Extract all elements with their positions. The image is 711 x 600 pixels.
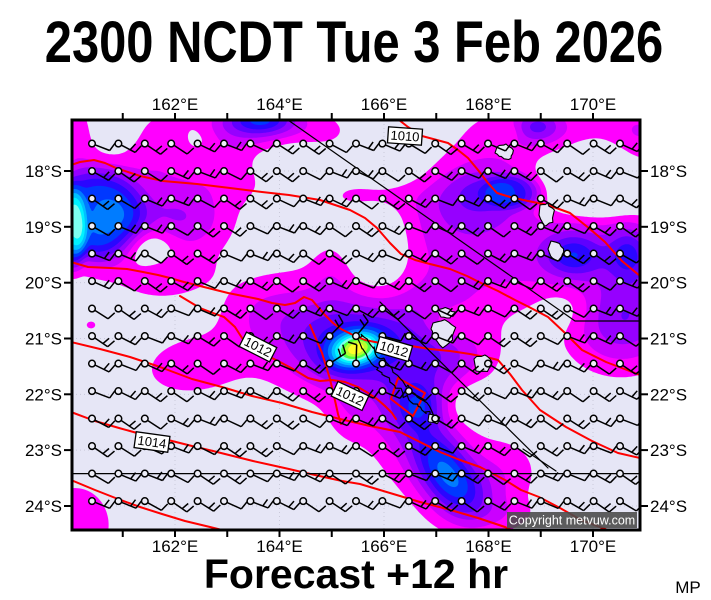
svg-text:18°S: 18°S	[650, 162, 687, 181]
svg-text:1010: 1010	[390, 128, 420, 145]
svg-text:23°S: 23°S	[25, 441, 62, 460]
svg-text:166°E: 166°E	[361, 95, 408, 114]
svg-text:164°E: 164°E	[256, 95, 303, 114]
svg-text:22°S: 22°S	[650, 385, 687, 404]
svg-text:170°E: 170°E	[570, 95, 617, 114]
svg-text:162°E: 162°E	[152, 95, 199, 114]
svg-text:18°S: 18°S	[25, 162, 62, 181]
svg-text:162°E: 162°E	[152, 537, 199, 556]
svg-text:19°S: 19°S	[25, 218, 62, 237]
svg-text:Forecast +12 hr: Forecast +12 hr	[204, 551, 508, 597]
svg-text:166°E: 166°E	[361, 537, 408, 556]
svg-text:20°S: 20°S	[25, 274, 62, 293]
svg-text:22°S: 22°S	[25, 385, 62, 404]
svg-text:21°S: 21°S	[25, 330, 62, 349]
svg-text:1014: 1014	[137, 433, 168, 452]
svg-text:23°S: 23°S	[650, 441, 687, 460]
svg-text:19°S: 19°S	[650, 218, 687, 237]
svg-text:20°S: 20°S	[650, 274, 687, 293]
svg-text:164°E: 164°E	[256, 537, 303, 556]
svg-text:24°S: 24°S	[650, 497, 687, 516]
svg-text:168°E: 168°E	[465, 95, 512, 114]
svg-text:24°S: 24°S	[25, 497, 62, 516]
svg-text:MP: MP	[675, 578, 701, 597]
svg-text:21°S: 21°S	[650, 330, 687, 349]
svg-text:168°E: 168°E	[465, 537, 512, 556]
svg-text:Copyright metvuw.com: Copyright metvuw.com	[509, 514, 635, 528]
svg-text:170°E: 170°E	[570, 537, 617, 556]
svg-text:2300 NCDT Tue 3 Feb 2026: 2300 NCDT Tue 3 Feb 2026	[45, 10, 664, 75]
